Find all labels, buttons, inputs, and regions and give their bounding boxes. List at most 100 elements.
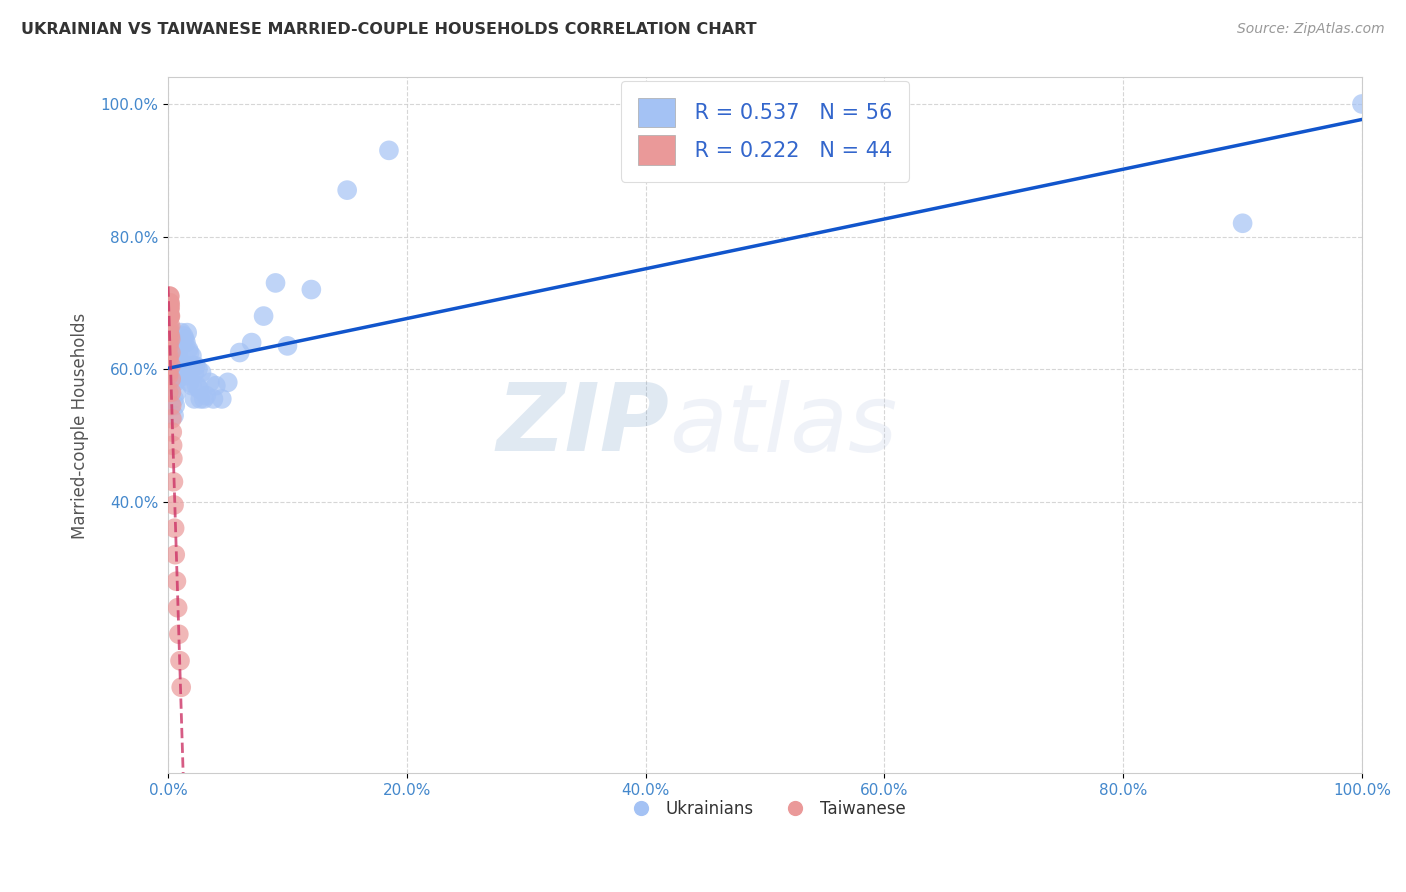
Point — [299, 283, 322, 297]
Point — [179, 345, 201, 359]
Point — [157, 309, 180, 323]
Point — [173, 332, 195, 346]
Point — [181, 378, 204, 392]
Point — [183, 365, 205, 379]
Point — [169, 362, 191, 376]
Point — [174, 368, 197, 383]
Point — [169, 339, 191, 353]
Point — [336, 183, 359, 197]
Point — [159, 289, 181, 303]
Point — [170, 680, 193, 694]
Point — [166, 349, 188, 363]
Point — [181, 349, 204, 363]
Point — [157, 318, 180, 333]
Point — [165, 385, 187, 400]
Text: Source: ZipAtlas.com: Source: ZipAtlas.com — [1237, 22, 1385, 37]
Point — [180, 362, 202, 376]
Point — [163, 409, 186, 423]
Point — [176, 359, 198, 373]
Point — [159, 299, 181, 313]
Point — [228, 345, 250, 359]
Point — [188, 382, 211, 396]
Point — [170, 326, 193, 340]
Point — [170, 355, 193, 369]
Point — [159, 309, 181, 323]
Point — [202, 392, 225, 406]
Point — [157, 368, 180, 383]
Point — [1351, 97, 1374, 112]
Point — [163, 521, 186, 535]
Point — [165, 548, 187, 562]
Point — [173, 359, 195, 373]
Point — [166, 372, 188, 386]
Text: atlas: atlas — [669, 380, 898, 471]
Point — [159, 309, 181, 323]
Point — [162, 438, 184, 452]
Point — [167, 365, 190, 379]
Point — [157, 385, 180, 400]
Point — [165, 376, 187, 390]
Point — [159, 309, 181, 323]
Point — [159, 309, 181, 323]
Point — [165, 399, 187, 413]
Point — [162, 425, 184, 439]
Point — [195, 389, 218, 403]
Point — [159, 332, 181, 346]
Point — [176, 326, 198, 340]
Point — [193, 392, 215, 406]
Point — [157, 349, 180, 363]
Point — [157, 302, 180, 317]
Point — [276, 339, 298, 353]
Point — [160, 399, 183, 413]
Point — [179, 376, 201, 390]
Point — [157, 326, 180, 340]
Point — [160, 412, 183, 426]
Point — [157, 365, 180, 379]
Y-axis label: Married-couple Households: Married-couple Households — [72, 312, 89, 539]
Point — [1232, 216, 1254, 230]
Point — [198, 376, 221, 390]
Point — [173, 329, 195, 343]
Point — [159, 289, 181, 303]
Point — [217, 376, 239, 390]
Point — [165, 574, 187, 589]
Point — [187, 362, 209, 376]
Point — [159, 302, 181, 317]
Point — [174, 335, 197, 350]
Point — [264, 276, 287, 290]
Point — [190, 365, 212, 379]
Point — [159, 329, 181, 343]
Point — [378, 144, 401, 158]
Point — [169, 654, 191, 668]
Legend: Ukrainians, Taiwanese: Ukrainians, Taiwanese — [617, 793, 912, 824]
Point — [163, 498, 186, 512]
Point — [160, 359, 183, 373]
Point — [162, 451, 184, 466]
Point — [240, 335, 263, 350]
Point — [177, 342, 200, 356]
Point — [173, 365, 195, 379]
Point — [181, 359, 204, 373]
Point — [160, 385, 183, 400]
Point — [211, 392, 233, 406]
Point — [167, 627, 190, 641]
Text: ZIP: ZIP — [496, 379, 669, 472]
Point — [159, 318, 181, 333]
Point — [205, 378, 228, 392]
Point — [172, 335, 194, 350]
Point — [162, 475, 184, 489]
Point — [157, 335, 180, 350]
Point — [159, 345, 181, 359]
Point — [188, 392, 211, 406]
Point — [167, 342, 190, 356]
Point — [159, 295, 181, 310]
Point — [159, 295, 181, 310]
Point — [172, 365, 194, 379]
Point — [183, 392, 205, 406]
Point — [166, 600, 188, 615]
Point — [157, 352, 180, 367]
Point — [186, 378, 208, 392]
Point — [163, 392, 186, 406]
Point — [160, 372, 183, 386]
Point — [165, 362, 187, 376]
